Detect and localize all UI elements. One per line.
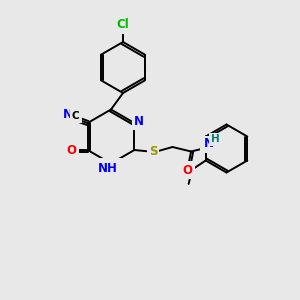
Text: H: H	[206, 140, 214, 150]
Text: N: N	[202, 138, 212, 151]
Text: O: O	[66, 143, 76, 157]
Text: N: N	[134, 115, 144, 128]
Text: S: S	[149, 145, 157, 158]
Text: O: O	[182, 164, 193, 177]
Text: Cl: Cl	[117, 18, 129, 32]
Text: NH: NH	[100, 160, 119, 174]
Text: H: H	[109, 162, 118, 172]
Text: C: C	[72, 111, 80, 121]
Text: NH: NH	[98, 162, 118, 176]
Text: H: H	[211, 134, 220, 145]
Text: N: N	[63, 108, 73, 122]
Text: N: N	[203, 137, 214, 150]
